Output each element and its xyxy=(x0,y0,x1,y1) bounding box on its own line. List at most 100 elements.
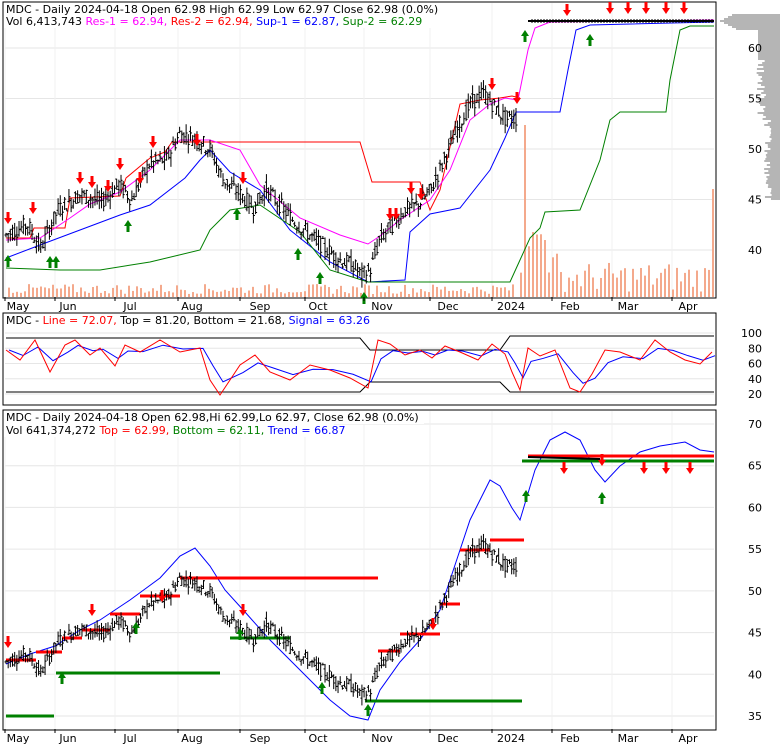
volume-bar xyxy=(208,288,210,297)
volume-bar xyxy=(676,267,678,297)
volume-bar xyxy=(616,277,618,297)
volume-bar xyxy=(572,280,574,297)
volume-bar xyxy=(576,274,578,297)
volume-bar xyxy=(40,286,42,297)
volume-bar xyxy=(540,234,542,297)
buy-arrow-icon xyxy=(598,492,606,504)
volume-bar xyxy=(64,284,66,297)
sell-arrow-icon xyxy=(4,636,12,648)
volume-bar xyxy=(364,284,366,297)
p2-bottom: Bottom = 21.68, xyxy=(194,314,286,327)
volume-bar xyxy=(680,281,682,297)
volume-bar xyxy=(288,291,290,297)
sell-arrow-icon xyxy=(158,590,166,602)
volume-bar xyxy=(296,292,298,297)
volume-bar xyxy=(648,265,650,297)
sell-arrow-icon xyxy=(407,182,415,194)
volume-bar xyxy=(228,291,230,297)
volume-bar xyxy=(252,286,254,297)
volume-bar xyxy=(260,293,262,297)
price-bars xyxy=(4,19,714,288)
p1-ytick-label: 50 xyxy=(748,143,762,156)
p1-ytick-label: 55 xyxy=(748,93,762,106)
sell-arrow-icon xyxy=(606,2,614,14)
p1-xtick-label: Apr xyxy=(678,300,698,313)
p1-xtick-label: Nov xyxy=(371,300,393,313)
volume-bar xyxy=(312,284,314,297)
volume-bar xyxy=(160,284,162,297)
volume-bar xyxy=(224,289,226,297)
volume-bar xyxy=(656,278,658,297)
volume-bar xyxy=(172,292,174,297)
volume-bar xyxy=(332,293,334,297)
sell-arrow-icon xyxy=(76,172,84,184)
p2-top: Top = 81.20, xyxy=(119,314,190,327)
volume-bar xyxy=(392,293,394,297)
volume-bar xyxy=(292,292,294,297)
volume-bar xyxy=(496,287,498,297)
p3-xtick-label: Nov xyxy=(371,732,393,745)
volume-bar xyxy=(240,287,242,297)
volume-bar xyxy=(476,286,478,297)
volume-bar xyxy=(388,286,390,297)
volume-bar xyxy=(96,285,98,297)
volume-bar xyxy=(624,268,626,297)
p1-ytick-label: 40 xyxy=(748,244,762,257)
p1-xtick-label: Dec xyxy=(437,300,458,313)
buy-arrow-icon xyxy=(522,490,530,502)
volume-bar xyxy=(588,264,590,297)
volume-bar xyxy=(500,287,502,297)
volume-bar xyxy=(128,285,130,297)
sell-arrow-icon xyxy=(193,134,201,146)
trend-line xyxy=(5,431,715,721)
sell-arrow-icon xyxy=(662,462,670,474)
buy-arrow-icon xyxy=(521,30,529,42)
svg-text:MDC - Daily 2024-04-18 Ope: MDC - Daily 2024-04-18 Open 62.98 High 6… xyxy=(6,3,438,16)
volume-bar xyxy=(336,289,338,297)
volume-bar xyxy=(352,286,354,297)
sell-arrow-icon xyxy=(429,618,437,630)
volume-bar xyxy=(164,292,166,297)
volume-bar xyxy=(368,285,370,297)
volume-bar xyxy=(396,293,398,297)
volume-bar xyxy=(340,285,342,297)
volume-bar xyxy=(148,291,150,297)
volume-bar xyxy=(700,291,702,297)
volume-bar xyxy=(16,291,18,297)
p2-ytick-label: 100 xyxy=(741,327,762,340)
p3-ytick-label: 40 xyxy=(748,668,762,681)
svg-text:Vol 641,374,272 Top = 62.9: Vol 641,374,272 Top = 62.99, Bottom = 62… xyxy=(6,424,346,437)
volume-bar xyxy=(472,287,474,297)
volume-bar xyxy=(696,270,698,297)
svg-text:MDC - Line = 72.07,: MDC - Line = 72.07, Top = 81.20, Bottom … xyxy=(6,314,370,327)
volume-bar xyxy=(84,291,86,297)
volume-bar xyxy=(304,291,306,297)
volume-bar xyxy=(444,286,446,297)
sell-arrow-icon xyxy=(624,2,632,14)
p3-xtick-label: Oct xyxy=(308,732,328,745)
p1-xtick-label: Jun xyxy=(58,300,76,313)
volume-bar xyxy=(44,287,46,297)
volume-bar xyxy=(236,287,238,297)
volume-bar xyxy=(384,292,386,297)
buy-arrow-icon xyxy=(52,256,60,268)
p3-xtick-label: Mar xyxy=(618,732,639,745)
volume-bar xyxy=(320,286,322,297)
stochastic-panel xyxy=(2,312,717,406)
volume-bar xyxy=(168,291,170,297)
volume-bar xyxy=(580,286,582,297)
volume-bar xyxy=(308,284,310,297)
volume-bar xyxy=(184,290,186,297)
p3-xtick-label: Sep xyxy=(250,732,271,745)
volume-bar xyxy=(80,287,82,297)
volume-bar xyxy=(544,240,546,297)
volume-bar xyxy=(420,289,422,297)
volume-bar xyxy=(284,293,286,297)
volume-bar xyxy=(532,232,534,297)
p1-ytick-label: 60 xyxy=(748,42,762,55)
volume-bar xyxy=(200,293,202,297)
volume-bar xyxy=(432,284,434,297)
volume-bar xyxy=(644,275,646,297)
sell-arrow-icon xyxy=(513,92,521,104)
sell-arrow-icon xyxy=(392,208,400,220)
